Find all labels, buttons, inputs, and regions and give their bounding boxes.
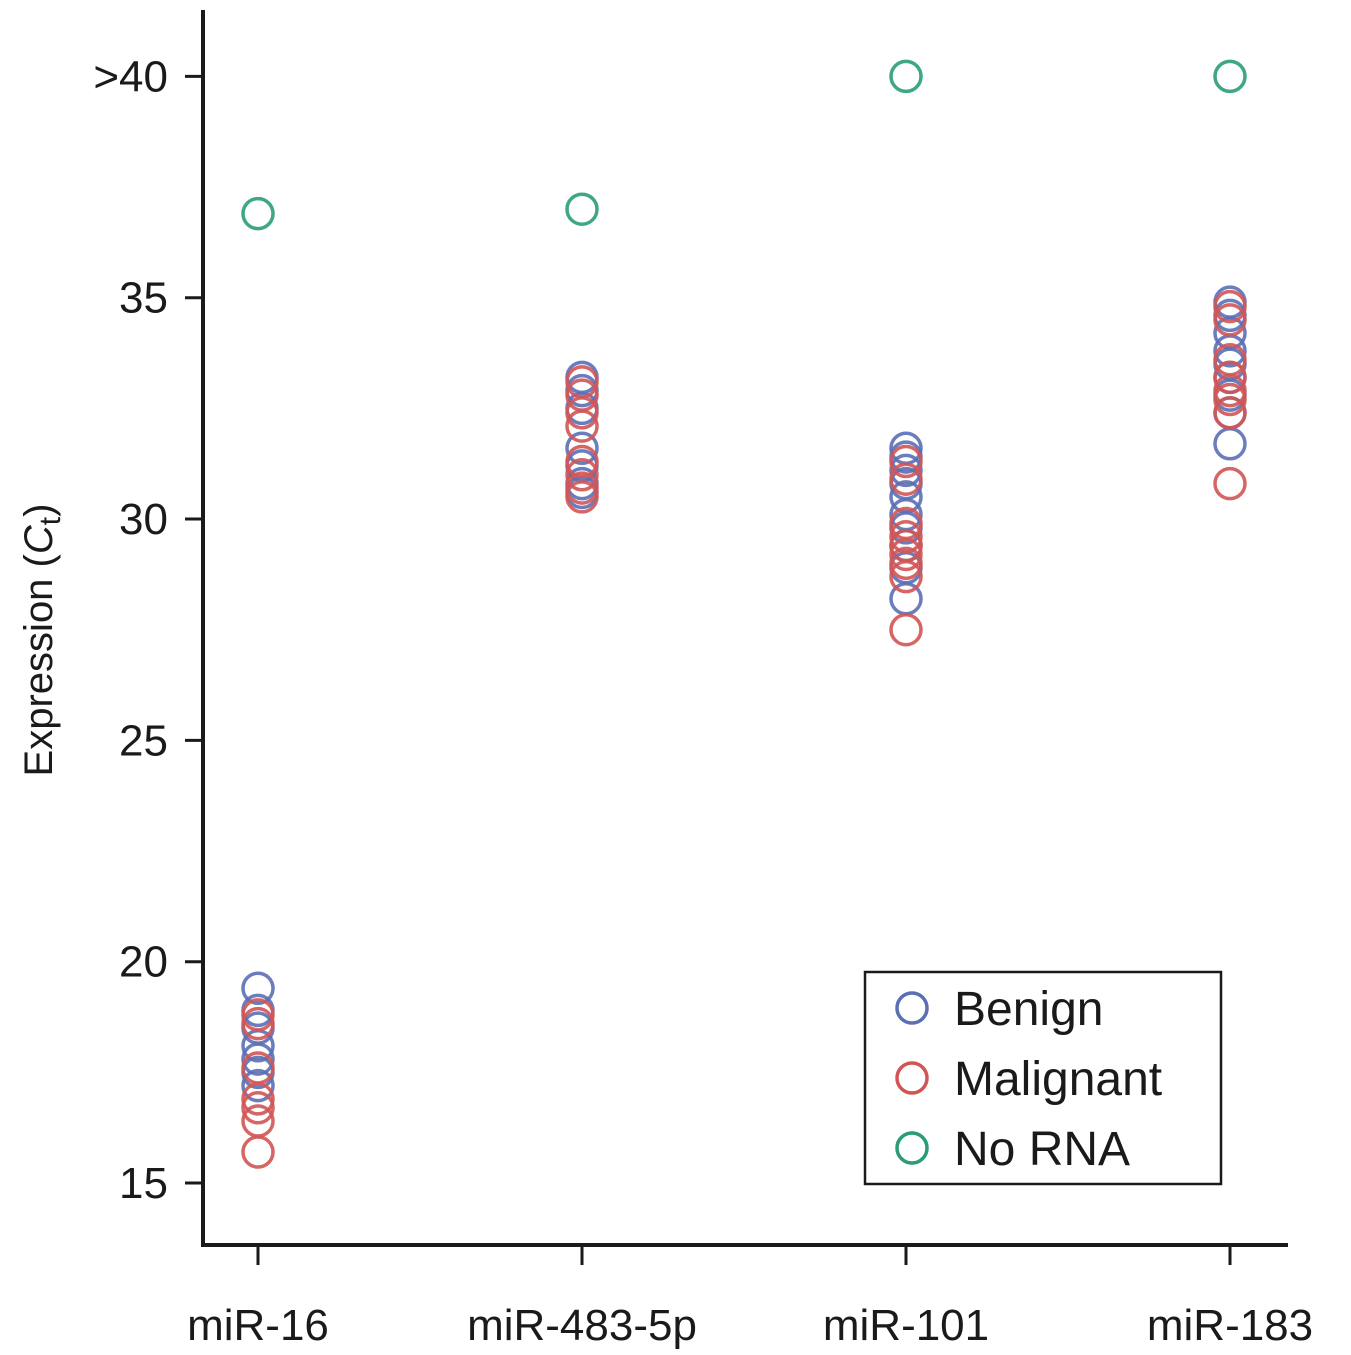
y-axis-label-subscript: t: [34, 516, 67, 525]
point-benign: [241, 1042, 275, 1076]
point-malignant: [889, 612, 923, 647]
point-benign: [1213, 427, 1247, 461]
point-benign: [241, 1068, 275, 1103]
legend-marker-benign: [895, 991, 929, 1025]
y-tick-label: >40: [93, 52, 168, 101]
legend-label-malignant: Malignant: [954, 1053, 1162, 1106]
point-malignant: [889, 559, 923, 594]
point-malignant: [241, 1006, 275, 1041]
y-axis-label-main: Expression (: [17, 553, 61, 776]
point-malignant: [565, 480, 599, 514]
point-no-rna: [889, 59, 923, 94]
point-benign: [565, 431, 599, 465]
y-axis-label: Expression (Ct): [17, 504, 67, 777]
point-malignant: [241, 1082, 275, 1116]
x-ticks: miR-16 miR-483-5p miR-101 miR-183: [187, 1245, 1313, 1350]
point-malignant: [241, 1135, 275, 1169]
y-axis-label-italic: C: [17, 524, 61, 554]
legend-marker-no-rna: [895, 1131, 929, 1165]
data-points: [241, 59, 1247, 1169]
legend-label-benign: Benign: [954, 983, 1103, 1036]
point-malignant: [1213, 382, 1247, 417]
point-malignant: [1213, 303, 1247, 337]
point-malignant: [565, 409, 599, 443]
point-malignant: [889, 546, 923, 581]
x-tick-label: miR-183: [1147, 1301, 1313, 1350]
point-malignant: [241, 1091, 275, 1125]
point-malignant: [1213, 373, 1247, 408]
point-malignant: [565, 444, 599, 479]
legend-box: [863, 970, 1223, 1186]
point-no-rna: [565, 192, 599, 226]
point-benign: [241, 971, 275, 1006]
y-tick-label: 20: [119, 938, 168, 987]
point-malignant: [565, 471, 599, 505]
point-no-rna: [1213, 59, 1247, 94]
legend-label-no-rna: No RNA: [954, 1123, 1130, 1176]
point-malignant: [889, 537, 923, 572]
point-malignant: [889, 462, 923, 496]
point-malignant: [1213, 360, 1247, 395]
point-malignant: [565, 396, 599, 430]
y-tick-label: 30: [119, 495, 168, 544]
point-malignant: [1213, 289, 1247, 324]
point-benign: [889, 453, 923, 488]
legend: Benign Malignant No RNA: [863, 970, 1223, 1186]
point-no-rna: [241, 196, 275, 231]
x-tick-label: miR-101: [823, 1301, 989, 1350]
point-malignant: [1213, 396, 1247, 430]
y-axis-label-end: ): [17, 504, 61, 517]
point-malignant: [889, 520, 923, 554]
x-tick-label: miR-16: [187, 1301, 329, 1350]
point-malignant: [1213, 466, 1247, 501]
point-malignant: [241, 998, 275, 1032]
y-tick-label: 15: [119, 1159, 168, 1208]
y-tick-label: 25: [119, 716, 168, 765]
y-ticks: 15 20 25 30 35 >40: [93, 52, 203, 1208]
point-malignant: [565, 458, 599, 492]
y-tick-label: 35: [119, 274, 168, 323]
point-malignant: [889, 444, 923, 479]
x-tick-label: miR-483-5p: [467, 1301, 697, 1350]
legend-marker-malignant: [895, 1061, 929, 1095]
